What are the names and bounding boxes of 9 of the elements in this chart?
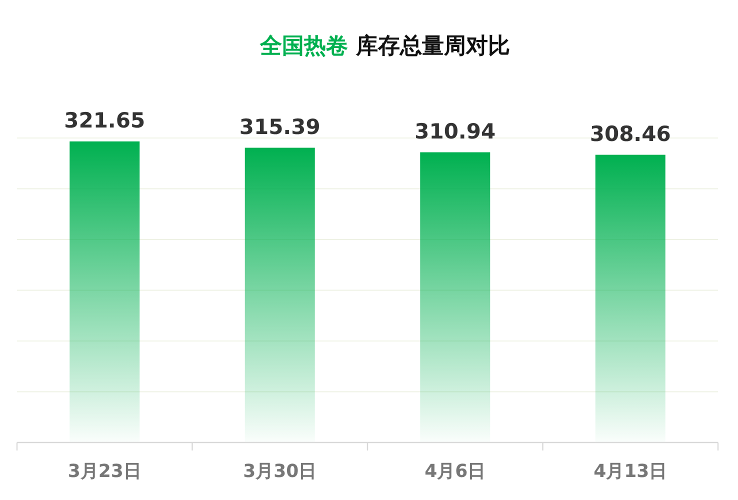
data-label: 310.94 (414, 119, 496, 144)
data-label: 308.46 (590, 122, 671, 146)
x-tick-label: 3月30日 (243, 461, 317, 482)
data-label: 315.39 (239, 114, 320, 139)
data-label: 321.65 (64, 108, 146, 132)
x-tick-label: 3月23日 (68, 461, 142, 482)
x-tick-label: 4月6日 (424, 461, 486, 482)
title: 全国热卷 库存总量周对比 (260, 34, 510, 59)
x-tick-label: 4月13日 (594, 461, 668, 482)
